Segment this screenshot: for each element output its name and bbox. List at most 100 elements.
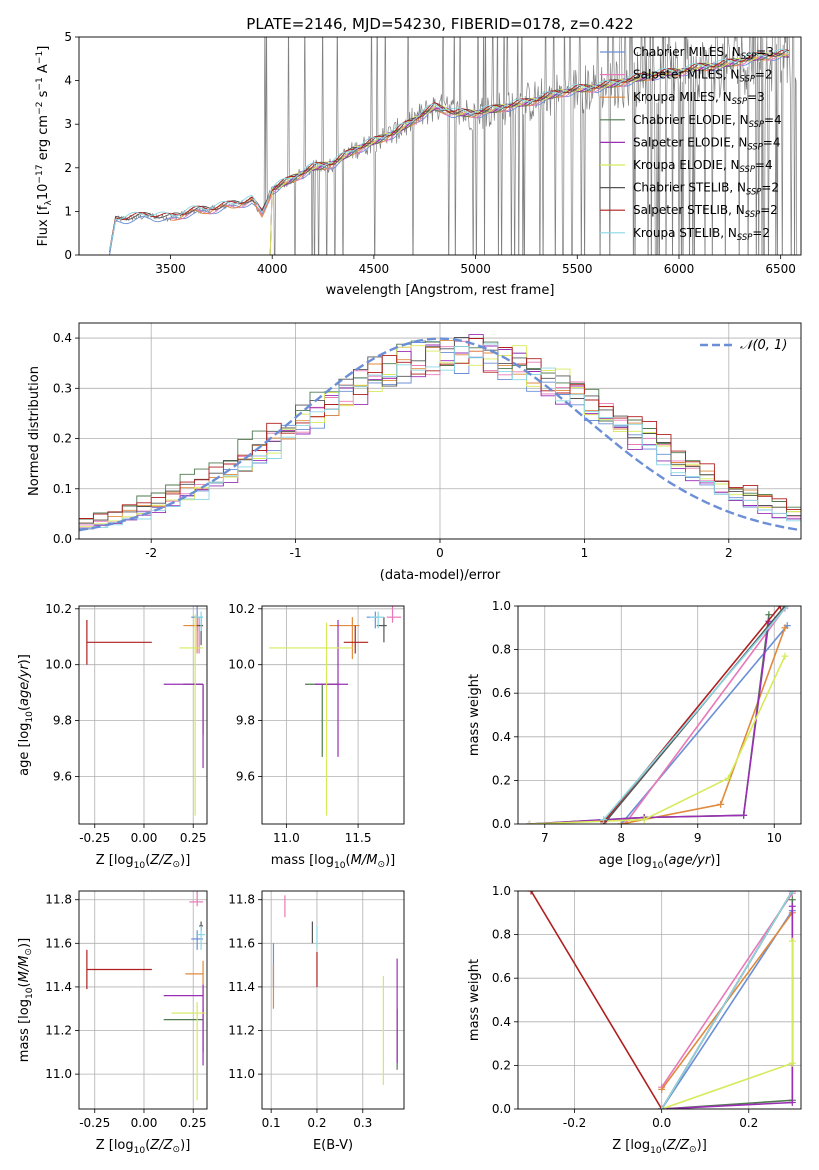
y-tick-label: 3 (64, 117, 72, 131)
y-tick-label: 0.8 (492, 928, 511, 942)
plot-area (518, 606, 801, 824)
y-tick-label: 0.1 (53, 482, 72, 496)
axes-frame (261, 890, 405, 1110)
y-axis-label: age [log10(age/yr)] (17, 654, 35, 776)
error-point-kroupa-elodie (179, 614, 204, 816)
y-tick-label: 1.0 (492, 884, 511, 898)
x-axis-label: Z [log10(Z/Z⊙)] (612, 1138, 707, 1156)
x-tick-label: 0.1 (262, 1116, 281, 1130)
series-line (603, 606, 788, 821)
x-axis-label: Z [log10(Z/Z⊙)] (96, 1138, 191, 1156)
y-tick-label: 0.0 (492, 817, 511, 831)
y-tick-label: 1.0 (492, 599, 511, 613)
x-tick-label: 11.5 (345, 831, 372, 845)
error-point-chabrier-stelib (197, 617, 204, 646)
x-axis-label: age [log10(age/yr)] (599, 853, 721, 871)
legend-label: Kroupa ELODIE, NSSP=4 (633, 158, 773, 174)
y-tick-label: 1 (64, 204, 72, 218)
y-tick-label: 0.4 (492, 730, 511, 744)
legend-label: Chabrier MILES, NSSP=3 (633, 45, 774, 61)
axes-frame (261, 605, 405, 825)
error-point-kroupa-stelib (195, 611, 204, 632)
plot-area (262, 606, 404, 824)
x-tick-label: -0.2 (563, 1116, 586, 1130)
error-point-salpeter-stelib (86, 619, 152, 665)
y-tick-label: 11.4 (45, 980, 72, 994)
y-tick-label: 10.2 (45, 602, 72, 616)
x-axis-label: mass [log10(M/M⊙)] (271, 853, 395, 871)
error-point-kroupa-miles (329, 617, 360, 660)
chart-mass-weight-vs-Z: -0.2 0.0 0.2 0.0 0.2 0.4 0.6 0.8 1.0 Z [log10(Z/Z… (467, 884, 802, 1156)
x-tick-label: -0.25 (79, 1116, 110, 1130)
y-tick-label: 10.0 (45, 658, 72, 672)
y-tick-label: 11.6 (45, 936, 72, 950)
chart-mass-weight-vs-age: 7 8 9 10 0.0 0.2 0.4 0.6 0.8 1.0 age [log10(age/yr… (467, 599, 802, 871)
legend-label: Salpeter ELODIE, NSSP=4 (633, 135, 781, 151)
x-tick-label: 0.25 (180, 1116, 207, 1130)
model-line-salpeter-stelib (109, 49, 789, 251)
y-tick-label: 0.4 (53, 331, 72, 345)
y-tick-label: 4 (64, 74, 72, 88)
y-tick-label: 9.6 (53, 769, 72, 783)
y-tick-label: 11.0 (45, 1067, 72, 1081)
y-tick-label: 11.8 (228, 893, 255, 907)
plot-area (79, 891, 207, 1109)
y-axis-label: mass weight (467, 674, 482, 756)
error-point-kroupa-elodie (171, 1002, 206, 1101)
plot-area (109, 37, 798, 255)
plot-area (79, 606, 207, 824)
x-axis-label: E(B-V) (313, 1138, 353, 1153)
x-tick-label: 6500 (765, 262, 796, 276)
series-line (661, 892, 793, 1088)
error-point-kroupa-stelib (369, 611, 384, 629)
legend-label: Kroupa MILES, NSSP=3 (633, 90, 765, 106)
legend-label: 𝒩(0, 1) (740, 338, 787, 353)
series-chabrier-elodie (525, 611, 773, 824)
axes-frame (78, 890, 208, 1110)
x-tick-label: 1 (581, 546, 589, 560)
y-tick-label: 11.0 (228, 1067, 255, 1081)
y-tick-label: 0.2 (492, 773, 511, 787)
series-kroupa-elodie (525, 652, 789, 824)
y-axis-label: Flux [fλ10−17 erg cm−2 s−1 A−1] (35, 46, 54, 247)
error-point-kroupa-elodie (269, 622, 353, 816)
x-tick-label: 3500 (155, 262, 186, 276)
x-tick-label: -1 (290, 546, 302, 560)
x-tick-label: 4000 (257, 262, 288, 276)
x-tick-label: 0.25 (180, 831, 207, 845)
series-line (661, 910, 793, 1109)
model-line-chabrier-elodie (262, 52, 789, 255)
series-salpeter-miles (621, 606, 789, 824)
x-tick-label: 0.00 (131, 1116, 158, 1130)
error-point-salpeter-stelib (343, 625, 369, 654)
axes-frame (78, 605, 208, 825)
y-tick-label: 10.2 (228, 602, 255, 616)
x-tick-label: 0.0 (652, 1116, 671, 1130)
y-tick-label: 0.0 (492, 1102, 511, 1116)
y-tick-label: 0 (64, 248, 72, 262)
x-tick-label: 2 (725, 546, 733, 560)
series-line (661, 941, 794, 1109)
error-point-salpeter-stelib (86, 949, 152, 990)
chart-age-vs-mass: 11.0 11.5 9.6 9.8 10.0 10.2 mass [log10(M/M⊙)] (228, 602, 405, 871)
model-line-salpeter-elodie (262, 52, 789, 255)
x-axis-label: (data-model)/error (380, 568, 501, 583)
x-axis-label: wavelength [Angstrom, rest frame] (326, 283, 555, 298)
x-tick-label: 8 (617, 831, 625, 845)
axes-frame (78, 36, 802, 256)
error-point-salpeter-elodie (163, 984, 204, 1066)
error-point-salpeter-miles (189, 891, 204, 907)
x-tick-label: 0.3 (353, 1116, 372, 1130)
x-tick-label: 5500 (562, 262, 593, 276)
model-line-kroupa-elodie (262, 52, 790, 255)
y-tick-label: 11.2 (45, 1024, 72, 1038)
series-kroupa-elodie (658, 937, 796, 1109)
y-tick-label: 5 (64, 30, 72, 44)
y-axis-label: mass [log10(M/M⊙)] (17, 938, 35, 1062)
figure-title: PLATE=2146, MJD=54230, FIBERID=0178, z=0… (246, 15, 633, 33)
y-tick-label: 0.2 (492, 1058, 511, 1072)
x-tick-label: 11.0 (273, 831, 300, 845)
y-tick-label: 11.8 (45, 893, 72, 907)
chart-age-vs-Z: -0.25 0.00 0.25 9.6 9.8 10.0 10.2 Z [log10(Z/Z⊙… (17, 602, 208, 871)
y-tick-label: 11.4 (228, 980, 255, 994)
